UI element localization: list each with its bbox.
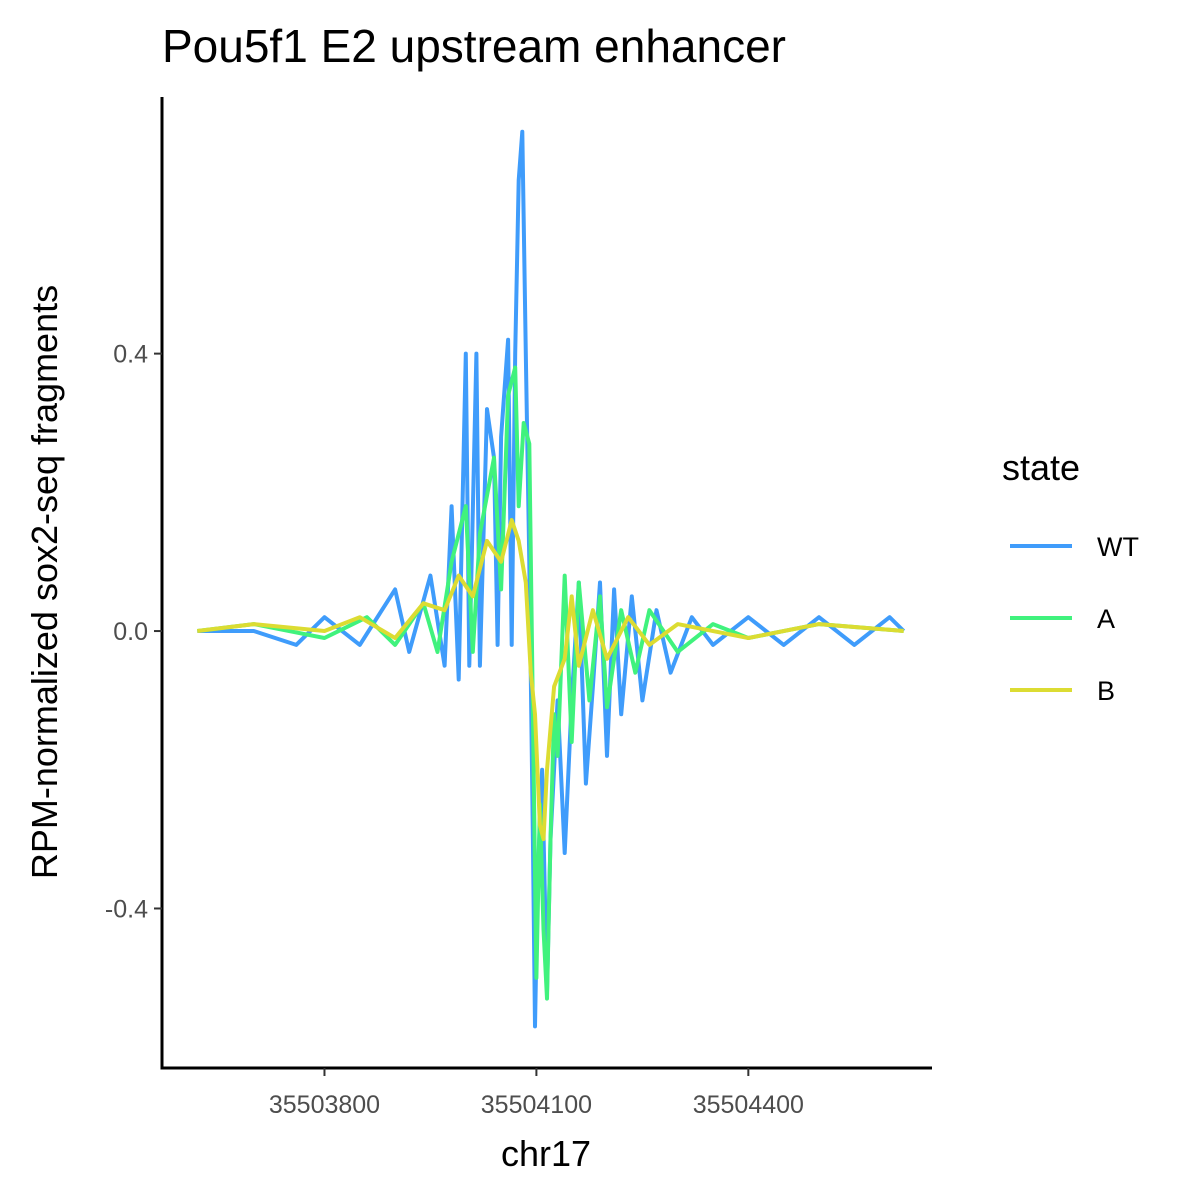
series-layer xyxy=(197,129,906,1029)
x-ticks: 35503800 35504100 35504400 xyxy=(269,1068,804,1119)
legend-title: state xyxy=(1002,447,1080,488)
x-tick-label: 35504400 xyxy=(693,1091,804,1119)
y-tick-label: -0.4 xyxy=(105,895,148,923)
y-tick-label: 0.0 xyxy=(113,618,148,646)
legend: state WT A B xyxy=(1002,447,1139,706)
legend-label-a: A xyxy=(1097,604,1115,634)
x-tick-label: 35503800 xyxy=(269,1091,380,1119)
x-tick-label: 35504100 xyxy=(481,1091,592,1119)
legend-label-wt: WT xyxy=(1097,532,1139,562)
y-ticks: -0.4 0.0 0.4 xyxy=(105,341,162,923)
y-axis-title: RPM-normalized sox2-seq fragments xyxy=(24,285,65,879)
chart-title: Pou5f1 E2 upstream enhancer xyxy=(162,20,786,72)
series-line-a xyxy=(197,365,904,1001)
x-axis-title: chr17 xyxy=(501,1133,591,1174)
y-tick-label: 0.4 xyxy=(113,341,148,369)
series-line-b xyxy=(197,518,904,842)
legend-label-b: B xyxy=(1097,676,1115,706)
